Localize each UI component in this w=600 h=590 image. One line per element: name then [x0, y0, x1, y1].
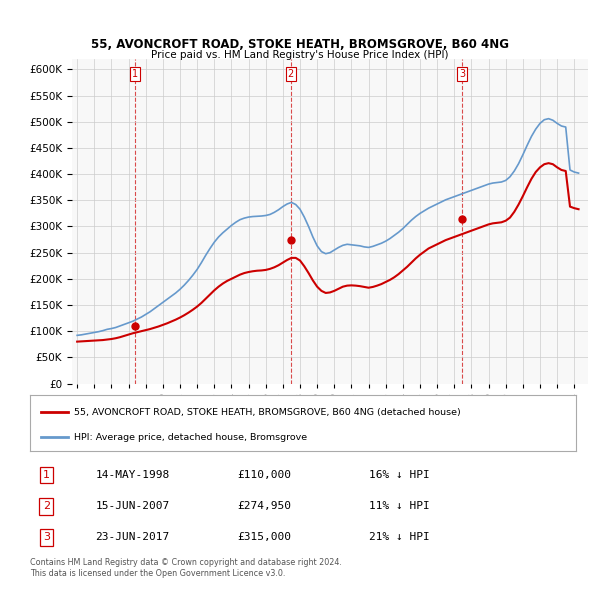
Text: 2: 2 — [287, 69, 294, 78]
Text: 3: 3 — [459, 69, 466, 78]
Text: 15-JUN-2007: 15-JUN-2007 — [95, 502, 170, 511]
Text: 11% ↓ HPI: 11% ↓ HPI — [368, 502, 429, 511]
Text: 55, AVONCROFT ROAD, STOKE HEATH, BROMSGROVE, B60 4NG (detached house): 55, AVONCROFT ROAD, STOKE HEATH, BROMSGR… — [74, 408, 460, 417]
Text: 21% ↓ HPI: 21% ↓ HPI — [368, 532, 429, 542]
Text: 16% ↓ HPI: 16% ↓ HPI — [368, 470, 429, 480]
Text: 23-JUN-2017: 23-JUN-2017 — [95, 532, 170, 542]
Text: 55, AVONCROFT ROAD, STOKE HEATH, BROMSGROVE, B60 4NG: 55, AVONCROFT ROAD, STOKE HEATH, BROMSGR… — [91, 38, 509, 51]
Text: 1: 1 — [132, 69, 138, 78]
Text: HPI: Average price, detached house, Bromsgrove: HPI: Average price, detached house, Brom… — [74, 433, 307, 442]
Text: Contains HM Land Registry data © Crown copyright and database right 2024.: Contains HM Land Registry data © Crown c… — [30, 558, 342, 566]
Text: £110,000: £110,000 — [238, 470, 292, 480]
Text: 1: 1 — [43, 470, 50, 480]
Text: £315,000: £315,000 — [238, 532, 292, 542]
Text: Price paid vs. HM Land Registry's House Price Index (HPI): Price paid vs. HM Land Registry's House … — [151, 50, 449, 60]
Text: 14-MAY-1998: 14-MAY-1998 — [95, 470, 170, 480]
Text: This data is licensed under the Open Government Licence v3.0.: This data is licensed under the Open Gov… — [30, 569, 286, 578]
Text: £274,950: £274,950 — [238, 502, 292, 511]
Text: 3: 3 — [43, 532, 50, 542]
Text: 2: 2 — [43, 502, 50, 511]
